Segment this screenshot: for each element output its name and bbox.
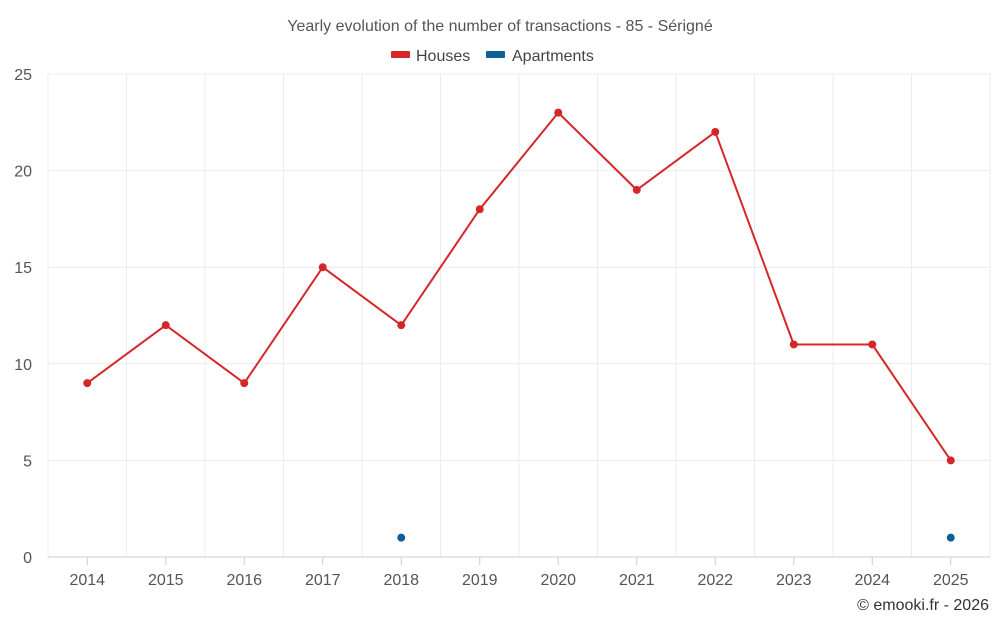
x-tick-label: 2022: [697, 572, 733, 589]
credit-text: © emooki.fr - 2026: [857, 597, 989, 614]
data-point-houses[interactable]: [946, 456, 955, 465]
data-point-houses[interactable]: [711, 127, 720, 136]
data-point-houses[interactable]: [475, 205, 484, 214]
x-tick-label: 2015: [148, 572, 184, 589]
x-tick-label: 2021: [619, 572, 655, 589]
data-point-houses[interactable]: [789, 340, 798, 349]
y-tick-label: 15: [14, 260, 32, 277]
series-line-houses: [86, 111, 952, 461]
x-tick-label: 2014: [69, 572, 105, 589]
legend-item-houses[interactable]: Houses: [391, 48, 470, 65]
legend: Houses Apartments: [391, 48, 594, 65]
x-tick-label: 2023: [776, 572, 812, 589]
y-tick-label: 5: [23, 453, 32, 470]
y-tick-label: 10: [14, 357, 32, 374]
y-tick-label: 25: [14, 67, 32, 84]
y-tick-label: 20: [14, 164, 32, 181]
data-point-houses[interactable]: [161, 321, 170, 330]
y-tick-label: 0: [23, 550, 32, 567]
legend-label-apartments: Apartments: [512, 48, 594, 65]
x-tick-label: 2017: [305, 572, 341, 589]
x-tick-label: 2024: [854, 572, 890, 589]
legend-label-houses: Houses: [416, 48, 470, 65]
legend-swatch-apartments: [486, 51, 505, 58]
legend-item-apartments[interactable]: Apartments: [486, 48, 594, 65]
x-tick-label: 2020: [540, 572, 576, 589]
data-point-houses[interactable]: [554, 108, 563, 117]
legend-swatch-houses: [391, 51, 410, 58]
data-point-houses[interactable]: [240, 379, 249, 388]
chart-title: Yearly evolution of the number of transa…: [287, 18, 713, 35]
series: [83, 108, 955, 542]
x-tick-label: 2025: [933, 572, 969, 589]
series-houses: [83, 108, 955, 465]
data-point-apartments[interactable]: [946, 533, 955, 542]
x-tick-label: 2018: [383, 572, 419, 589]
data-point-houses[interactable]: [868, 340, 877, 349]
x-tick-label: 2016: [226, 572, 262, 589]
data-point-houses[interactable]: [83, 379, 92, 388]
x-tick-label: 2019: [462, 572, 498, 589]
series-apartments: [397, 533, 955, 542]
data-point-houses[interactable]: [632, 185, 641, 194]
data-point-houses[interactable]: [397, 321, 406, 330]
data-point-apartments[interactable]: [397, 533, 406, 542]
data-point-houses[interactable]: [318, 263, 327, 272]
gridlines: [47, 73, 991, 557]
